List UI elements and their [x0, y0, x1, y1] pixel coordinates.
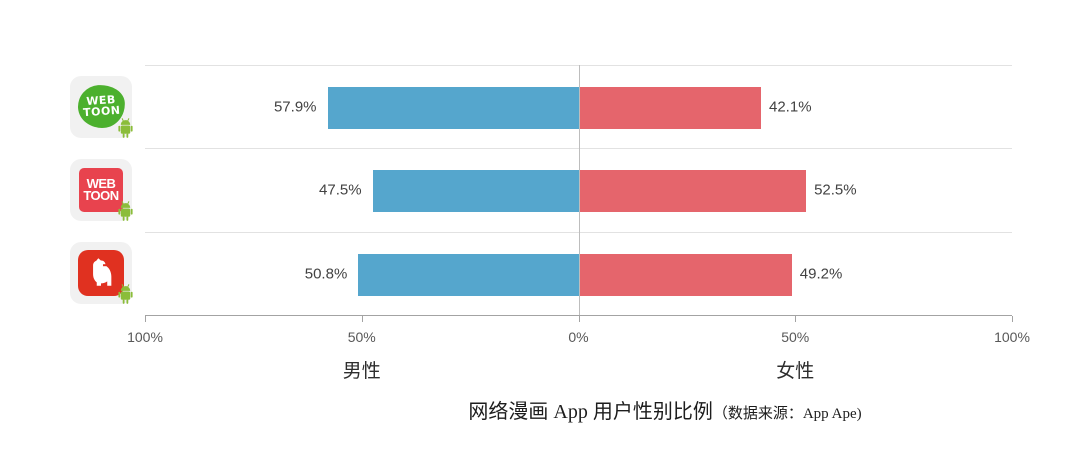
- bar-female: [578, 253, 792, 296]
- app-icon-tile[interactable]: [70, 242, 133, 305]
- plot-area: 57.9% 42.1% 47.5% 52.5% 50.8% 49.2%: [145, 65, 1012, 315]
- axis-label-female: 女性: [776, 361, 815, 382]
- chart-title-text: 网络漫画 App 用户性别比例: [468, 401, 713, 423]
- chart-row-0: 57.9% 42.1%: [145, 65, 1012, 148]
- white-dog-red-app-icon: [78, 250, 124, 297]
- gender-axis-labels: 男性 女性: [145, 356, 1012, 384]
- axis-tick-label: 100%: [127, 329, 163, 345]
- axis-tick-label: 0%: [568, 329, 589, 345]
- value-label-female: 52.5%: [814, 181, 857, 199]
- android-badge-icon: [118, 117, 133, 138]
- axis-tick-mark: [795, 316, 797, 322]
- bar-male: [358, 253, 579, 296]
- chart-title: 网络漫画 App 用户性别比例（数据来源：App Ape): [468, 399, 861, 427]
- white-dog-icon: [93, 258, 112, 286]
- x-axis: 100% 50% 0% 50% 100%: [127, 315, 1030, 357]
- value-label-male: 50.8%: [304, 265, 348, 283]
- axis-tick-label: 100%: [994, 329, 1030, 345]
- chart-row-2: 50.8% 49.2%: [145, 231, 1012, 315]
- bar-male: [372, 170, 579, 213]
- app-icon-tile[interactable]: WEB TOON: [70, 158, 133, 221]
- bar-female: [578, 170, 807, 213]
- app-icon-tile[interactable]: WEB TOON: [70, 75, 133, 138]
- zero-axis-line: [578, 65, 580, 315]
- value-label-male: 47.5%: [319, 181, 362, 199]
- axis-tick-mark: [1012, 316, 1013, 322]
- value-label-male: 57.9%: [273, 98, 317, 116]
- axis-tick-label: 50%: [347, 329, 376, 345]
- axis-label-male: 男性: [342, 361, 381, 382]
- chart-source-note: （数据来源：App Ape): [712, 406, 862, 422]
- android-badge-icon: [118, 284, 133, 305]
- value-label-female: 49.2%: [799, 265, 843, 283]
- axis-tick-mark: [361, 316, 363, 322]
- axis-tick-label: 50%: [781, 329, 810, 345]
- bar-female: [578, 87, 761, 129]
- axis-tick-mark: [578, 316, 580, 322]
- bar-rows: 57.9% 42.1% 47.5% 52.5% 50.8% 49.2%: [145, 65, 1012, 315]
- android-badge-icon: [118, 201, 133, 221]
- bar-male: [327, 87, 579, 129]
- value-label-female: 42.1%: [769, 98, 812, 116]
- webtoon-red-app-icon: WEB TOON: [79, 167, 123, 212]
- axis-tick-mark: [145, 316, 146, 322]
